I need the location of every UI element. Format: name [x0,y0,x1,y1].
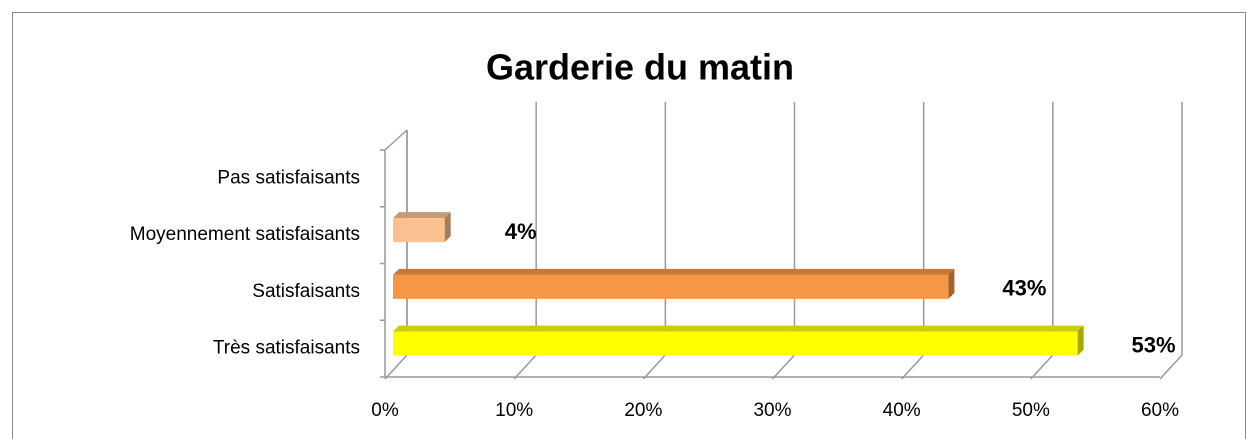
x-tick-label: 50% [1012,400,1050,421]
x-tick-label: 20% [624,400,662,421]
grid-line [771,354,796,380]
category-label: Moyennement satisfaisants [130,224,360,245]
data-label: 4% [505,219,537,244]
grid-line [642,354,666,380]
bar-side [444,212,451,243]
x-tick-label: 60% [1141,400,1179,421]
bar [393,218,445,243]
x-tick-label: 10% [495,400,533,421]
bar [393,274,949,299]
category-label: Très satisfaisants [213,338,360,359]
bar-side [948,268,955,299]
grid-line [384,354,408,380]
grid-line [513,354,537,380]
grid-line [901,354,925,380]
category-label: Satisfaisants [252,281,360,302]
grid-line [1159,354,1183,380]
chart-title: Garderie du matin [486,47,794,88]
grid-line [1030,354,1054,380]
x-tick-label: 40% [883,400,921,421]
bar-top [393,268,955,275]
bar-side [1077,325,1084,356]
bar-top [393,212,451,219]
x-tick-label: 0% [371,400,399,421]
bar-top [393,325,1084,332]
wall-edge [384,129,408,151]
data-label: 43% [1002,276,1046,301]
data-label: 53% [1132,332,1176,357]
bar [393,331,1078,356]
x-tick-label: 30% [753,400,791,421]
category-label: Pas satisfaisants [217,167,360,188]
